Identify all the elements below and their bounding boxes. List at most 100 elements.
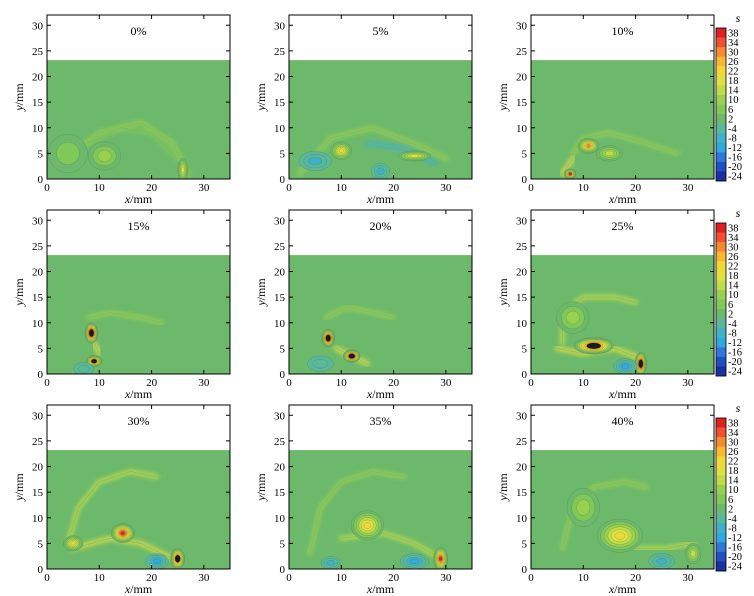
panel-8: 35% 0 10 20 30 0 5 10 15 20 25 30 x/mm y/mm <box>254 404 473 596</box>
colorbar-level-label: 10 <box>728 485 739 496</box>
contour-level <box>363 522 372 529</box>
colorbar-level-label: 30 <box>728 47 739 58</box>
y-tick-label: 10 <box>32 318 44 330</box>
y-tick-label: 20 <box>274 72 286 84</box>
colorbar-swatch <box>716 475 726 486</box>
feature-3 <box>613 358 638 375</box>
colorbar-swatch <box>716 270 726 281</box>
contour-line-2 <box>88 127 178 159</box>
panel-1: 0% 0 10 20 30 0 5 10 15 20 25 30 x/mm y/mm <box>12 14 231 206</box>
y-axis-label: y/mm <box>496 473 510 502</box>
contour-level <box>614 531 626 540</box>
colorbar-swatch <box>716 309 726 319</box>
colorbar-swatch <box>716 85 726 96</box>
contour-line-1 <box>299 127 447 175</box>
feature-2 <box>343 349 361 363</box>
contour-level <box>576 499 591 516</box>
contour-line-1 <box>67 471 157 544</box>
y-axis-label: y/mm <box>12 278 26 307</box>
feature-2 <box>648 553 675 570</box>
contour-line-2 <box>635 543 694 549</box>
x-axis-label: x/mm <box>608 387 637 401</box>
feature-1 <box>84 322 99 344</box>
colorbar-swatch <box>716 28 726 38</box>
x-tick-label: 0 <box>44 377 50 389</box>
x-tick-label: 20 <box>146 377 158 389</box>
colorbar-level-label: -12 <box>728 338 742 349</box>
contour-level <box>308 156 323 166</box>
y-tick-label: 30 <box>516 20 528 32</box>
y-tick-label: 20 <box>516 267 528 279</box>
y-tick-label: 20 <box>274 267 286 279</box>
contour-level <box>409 558 420 564</box>
x-tick-label: 30 <box>682 377 694 389</box>
colorbar-swatch <box>716 152 726 163</box>
feature-1 <box>350 510 384 541</box>
y-tick-label: 20 <box>32 267 44 279</box>
colorbar-swatch <box>716 523 726 534</box>
y-tick-label: 30 <box>274 215 286 227</box>
colorbar-level-label: -24 <box>728 562 743 573</box>
y-tick-label: 25 <box>274 436 286 448</box>
feature-4 <box>320 556 341 570</box>
colorbar-level-label: -24 <box>728 172 743 183</box>
colorbar-level-label: -16 <box>728 543 742 554</box>
y-tick-label: 0 <box>522 174 528 186</box>
colorbar-level-label: -24 <box>728 367 743 378</box>
feature-2 <box>170 548 186 570</box>
x-tick-label: 0 <box>286 377 292 389</box>
colorbar-swatch <box>716 366 726 377</box>
y-axis-label: y/mm <box>254 473 268 502</box>
x-tick-label: 30 <box>198 572 210 584</box>
colorbar-swatch <box>716 251 726 262</box>
panel-label: 20% <box>370 219 392 233</box>
contour-level <box>410 154 419 158</box>
x-tick-label: 0 <box>44 572 50 584</box>
colorbar-level-label: 6 <box>728 495 733 506</box>
colorbar-level-label: 10 <box>728 95 739 106</box>
peak-core <box>638 359 643 368</box>
y-tick-label: 5 <box>522 343 528 355</box>
contour-level <box>97 149 112 162</box>
feature-4 <box>556 301 590 334</box>
y-tick-label: 5 <box>38 148 44 160</box>
x-tick-label: 20 <box>146 182 158 194</box>
colorbar-level-label: -4 <box>728 514 737 525</box>
y-axis-label: y/mm <box>12 473 26 502</box>
colorbar-swatch <box>716 418 726 428</box>
feature-2 <box>564 168 577 179</box>
y-tick-label: 25 <box>516 46 528 58</box>
panel-9: 40% 0 10 20 30 0 5 10 15 20 25 30 x/mm y/mm <box>496 404 715 596</box>
panel-label: 30% <box>128 414 150 428</box>
contour-level <box>605 150 614 156</box>
colorbar-level-label: -12 <box>728 143 742 154</box>
colorbars-layer: s383430262218141062-4-8-12-16-20-24s3834… <box>715 11 743 573</box>
colorbar-level-label: 30 <box>728 242 739 253</box>
x-tick-label: 10 <box>94 182 106 194</box>
y-tick-label: 10 <box>32 123 44 135</box>
x-axis-label: x/mm <box>608 582 637 596</box>
colorbar-level-label: 34 <box>728 233 739 244</box>
x-tick-label: 20 <box>630 182 642 194</box>
colorbar-frame <box>715 222 727 377</box>
peak-core <box>89 329 94 337</box>
contour-level <box>586 144 591 148</box>
contour-level <box>121 531 125 535</box>
colorbar-swatch <box>716 232 726 243</box>
colorbar-swatch <box>716 427 726 438</box>
contour-level <box>568 172 572 176</box>
y-tick-label: 0 <box>522 369 528 381</box>
colorbar-swatch <box>716 161 726 172</box>
y-tick-label: 15 <box>32 487 44 499</box>
colorbar-swatch <box>716 465 726 476</box>
contour-level <box>56 141 80 165</box>
colorbar-swatch <box>716 56 726 67</box>
x-tick-label: 10 <box>336 377 348 389</box>
y-tick-label: 20 <box>32 462 44 474</box>
colorbar-level-label: 14 <box>728 86 739 97</box>
y-tick-label: 10 <box>274 123 286 135</box>
y-tick-label: 5 <box>280 148 286 160</box>
x-tick-label: 0 <box>528 182 534 194</box>
